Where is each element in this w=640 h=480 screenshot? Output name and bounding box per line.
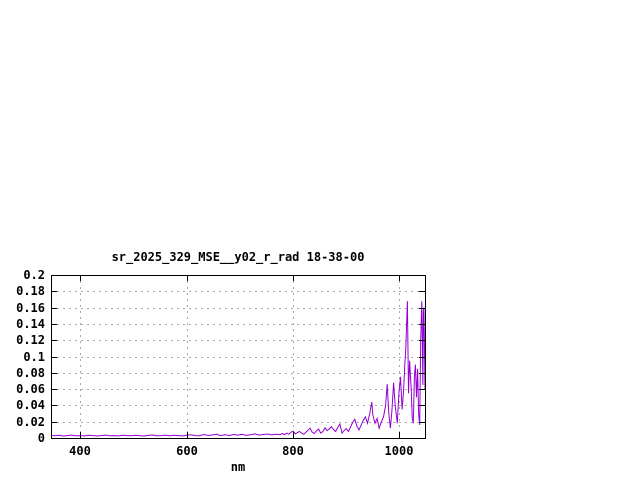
y-tick-label: 0.04	[16, 398, 45, 412]
y-tick-label: 0.12	[16, 333, 45, 347]
y-tick-label: 0.16	[16, 301, 45, 315]
y-tick-label: 0.2	[23, 268, 45, 282]
y-tick-label: 0.1	[23, 350, 45, 364]
x-tick-label: 800	[282, 444, 304, 458]
data-series-line	[50, 301, 426, 437]
y-tick-label: 0	[38, 431, 45, 445]
y-tick-label: 0.02	[16, 415, 45, 429]
y-tick-label: 0.08	[16, 366, 45, 380]
y-tick-label: 0.14	[16, 317, 45, 331]
x-axis-label: nm	[230, 460, 246, 474]
y-tick-label: 0.18	[16, 284, 45, 298]
y-tick-label: 0.06	[16, 382, 45, 396]
chart-title: sr_2025_329_MSE__y02_r_rad 18-38-00	[111, 250, 365, 264]
x-tick-label: 600	[176, 444, 198, 458]
x-tick-label: 1000	[385, 444, 414, 458]
x-tick-label: 400	[69, 444, 91, 458]
